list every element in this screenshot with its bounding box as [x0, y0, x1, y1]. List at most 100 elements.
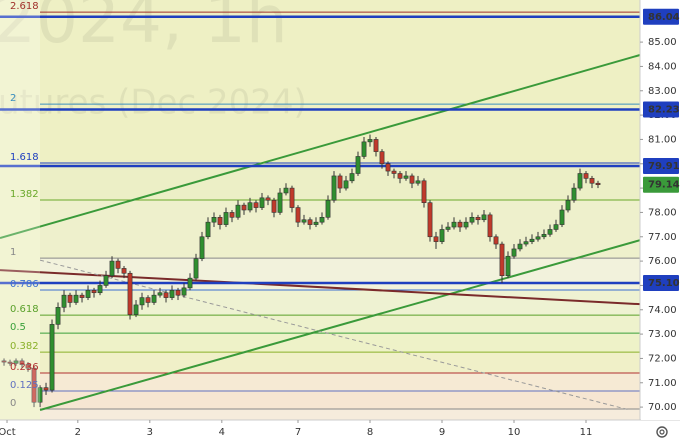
y-tick-label: 77.00 [648, 232, 677, 243]
watermark-text: utures (Dec 2024) [0, 83, 307, 123]
last-price-tag-bg [643, 176, 679, 193]
candle-body [463, 221, 469, 228]
candle-body [529, 238, 535, 242]
y-tick-label: 81.00 [648, 134, 677, 145]
candle-body [379, 151, 385, 165]
candle-body [343, 180, 349, 189]
fib-band [40, 200, 640, 259]
candle-body [103, 275, 109, 286]
candle-body [181, 287, 187, 296]
price-tag: 86.04 [648, 12, 680, 23]
candle-body [577, 173, 583, 189]
gear-inner [659, 429, 665, 435]
candle-body [277, 192, 283, 213]
candle-body [391, 170, 397, 174]
settings-button[interactable] [656, 426, 668, 438]
candle-body [547, 229, 553, 235]
candle-body [13, 360, 19, 364]
candle-body [133, 304, 139, 315]
y-tick-label: 71.00 [648, 378, 677, 389]
candle-body [439, 229, 445, 242]
candle-body [79, 294, 85, 298]
x-tick-label: 8 [367, 427, 373, 438]
candle-body [145, 297, 151, 303]
overlay: 2.618 2 1.618 1.382 1 0.786 0.618 0.5 0.382 0.236… [10, 1, 39, 409]
fib-label: 2 [10, 93, 16, 104]
x-tick-label: 4 [219, 427, 225, 438]
trend-line [0, 54, 641, 239]
fib-label: 0.786 [10, 279, 39, 290]
fib-label: 0.5 [10, 322, 26, 333]
candle-body [271, 199, 277, 213]
price-tag-bg [643, 8, 679, 25]
candle-body [523, 241, 529, 245]
watermark-text: 2024, 1h [0, 0, 288, 58]
candle-body [37, 387, 43, 403]
x-tick-label: 3 [147, 427, 153, 438]
candle-body [97, 285, 103, 294]
y-tick-label: 72.00 [648, 353, 677, 364]
candle-body [367, 139, 373, 143]
price-axis-bg [641, 0, 680, 420]
y-tick-label: 74.00 [648, 305, 677, 316]
candle-body [151, 294, 157, 303]
candle-body [7, 361, 13, 364]
fib-label: 1.382 [10, 189, 39, 200]
candle-body [373, 139, 379, 152]
candle-body [283, 187, 289, 194]
y-tick-label: 85.00 [648, 37, 677, 48]
y-tick-label: 76.00 [648, 256, 677, 267]
fib-label: 0.236 [10, 362, 39, 373]
price-tag: 82.23 [648, 105, 680, 116]
candle-body [493, 236, 499, 245]
fib-band [40, 333, 640, 353]
candle-body [361, 141, 367, 157]
candle-body [289, 187, 295, 208]
plot-area: 2024, 1h utures (Dec 2024) [0, 0, 641, 420]
candle-body [247, 202, 253, 211]
candle-body [487, 214, 493, 238]
candle-body [319, 217, 325, 223]
candle-body [409, 175, 415, 184]
fib-band [40, 409, 640, 420]
candle-body [157, 292, 163, 296]
candle-body [595, 182, 601, 185]
price-tag: 75.10 [648, 278, 680, 289]
candle-body [355, 156, 361, 174]
candle-body [31, 367, 37, 403]
candle-body [421, 180, 427, 203]
price-tag-bg [643, 101, 679, 118]
candle-body [535, 236, 541, 240]
candle-body [517, 243, 523, 250]
x-tick-label: 9 [439, 427, 445, 438]
candle-body [187, 277, 193, 289]
candle-body [1, 360, 7, 363]
candle-body [205, 221, 211, 238]
price-tag: 79.91 [648, 161, 680, 172]
candle-body [589, 178, 595, 184]
candle-body [499, 243, 505, 277]
candle-body [397, 173, 403, 179]
candle-body [325, 199, 331, 218]
fib-label: 1 [10, 247, 16, 258]
candle-body [61, 294, 67, 308]
candle-body [91, 290, 97, 294]
candle-body [109, 260, 115, 277]
candle-body [571, 187, 577, 201]
candle-body [229, 212, 235, 218]
candle-body [331, 175, 337, 201]
fib-band [40, 104, 640, 164]
candle-body [115, 260, 121, 269]
candle-body [163, 292, 169, 298]
x-tick-label: 11 [580, 427, 593, 438]
candle-body [565, 199, 571, 211]
candle-body [469, 217, 475, 223]
candle-body [445, 226, 451, 230]
fib-band [40, 12, 640, 105]
candle-body [19, 360, 25, 365]
x-tick-label: 10 [508, 427, 521, 438]
y-tick-label: 78.00 [648, 207, 677, 218]
fib-top-band [40, 0, 640, 13]
